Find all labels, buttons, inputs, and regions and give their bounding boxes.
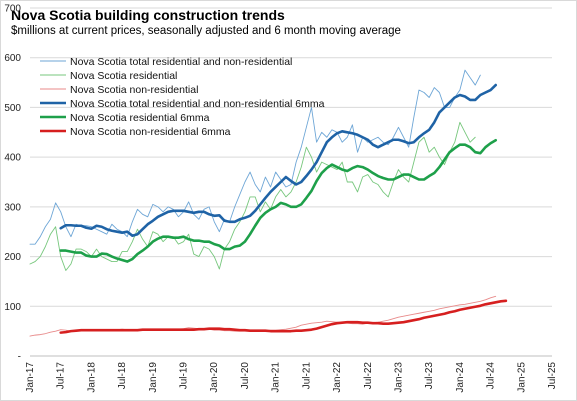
y-tick-label: 200 (4, 252, 21, 263)
legend-label: Nova Scotia residential (70, 70, 177, 82)
x-tick-label: Jul-21 (301, 362, 312, 390)
y-axis-tick-labels: - 100 200 300 400 500 600 700 (4, 4, 21, 363)
x-tick-label: Jan-18 (86, 362, 97, 393)
legend-label: Nova Scotia total residential and non-re… (70, 98, 325, 110)
x-tick-label: Jul-25 (547, 362, 558, 390)
x-tick-label: Jan-22 (332, 362, 343, 393)
legend: Nova Scotia total residential and non-re… (40, 56, 325, 138)
legend-label: Nova Scotia total residential and non-re… (70, 56, 292, 68)
series-line (59, 299, 508, 334)
x-tick-label: Jan-23 (393, 362, 404, 393)
y-tick-label: 100 (4, 302, 21, 313)
x-axis-tick-labels: Jan-17 Jul-17 Jan-18 Jul-18 Jan-19 Jul-19 Jan-… (25, 362, 558, 393)
y-tick-label: 400 (4, 153, 21, 164)
legend-label: Nova Scotia non-residential 6mma (70, 126, 231, 138)
chart-title: Nova Scotia building construction trends (11, 7, 285, 23)
y-tick-label: 700 (4, 4, 21, 15)
x-tick-label: Jul-19 (179, 362, 190, 390)
x-tick-label: Jul-23 (424, 362, 435, 390)
y-tick-label: - (18, 352, 21, 363)
chart-subtitle: $millions at current prices, seasonally … (11, 25, 401, 37)
y-tick-label: 300 (4, 202, 21, 213)
x-tick-label: Jan-19 (148, 362, 159, 393)
x-tick-label: Jul-17 (56, 362, 67, 390)
x-tick-label: Jul-20 (240, 362, 251, 390)
x-tick-label: Jan-17 (25, 362, 36, 393)
x-tick-label: Jan-24 (455, 362, 466, 393)
x-tick-label: Jan-21 (271, 362, 282, 393)
y-tick-label: 500 (4, 103, 21, 114)
x-tick-label: Jan-20 (209, 362, 220, 393)
legend-label: Nova Scotia non-residential (70, 84, 198, 96)
series-line (59, 83, 498, 237)
x-tick-label: Jan-25 (516, 362, 527, 393)
x-tick-label: Jul-24 (486, 362, 497, 390)
series-line (29, 121, 476, 271)
series-line (59, 138, 498, 263)
x-tick-label: Jul-18 (117, 362, 128, 390)
legend-label: Nova Scotia residential 6mma (70, 112, 210, 124)
y-tick-label: 600 (4, 53, 21, 64)
x-tick-label: Jul-22 (363, 362, 374, 390)
series-lines (29, 69, 508, 337)
